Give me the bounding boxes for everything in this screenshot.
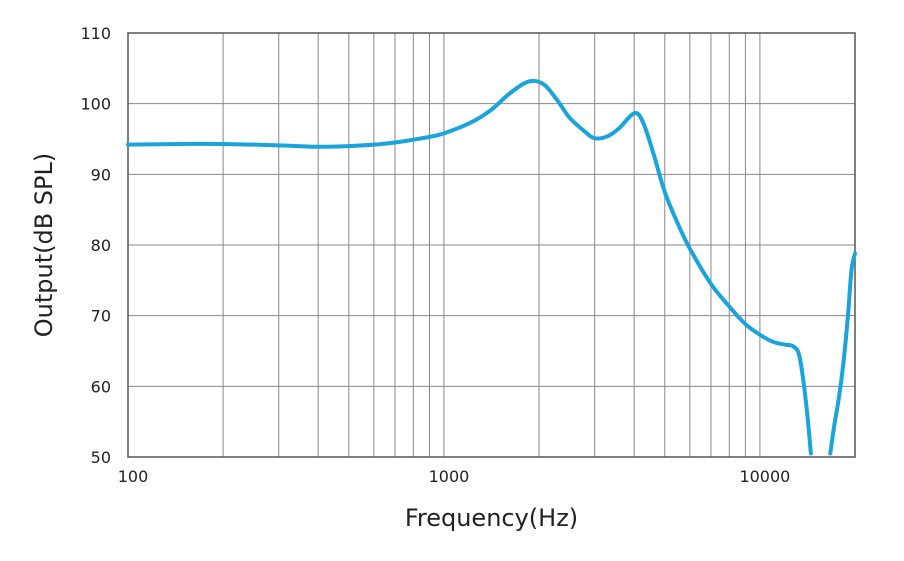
y-tick-label: 60 bbox=[91, 377, 111, 396]
y-tick-label: 110 bbox=[80, 24, 111, 43]
x-tick-label: 10000 bbox=[739, 467, 790, 486]
y-tick-label: 50 bbox=[91, 448, 111, 467]
y-axis-title: Output(dB SPL) bbox=[30, 153, 58, 338]
y-tick-labels: 110 100 90 80 70 60 50 bbox=[80, 24, 111, 467]
y-tick-label: 90 bbox=[91, 165, 111, 184]
y-tick-label: 100 bbox=[80, 95, 111, 114]
response-curve bbox=[126, 78, 857, 456]
response-curve-segment bbox=[828, 251, 857, 456]
y-tick-label: 70 bbox=[91, 307, 111, 326]
x-tick-labels: 100 1000 10000 bbox=[118, 467, 791, 486]
x-tick-label: 100 bbox=[118, 467, 149, 486]
x-axis-title: Frequency(Hz) bbox=[405, 504, 578, 532]
response-curve-segment bbox=[126, 78, 813, 456]
plot-frame bbox=[127, 32, 856, 458]
grid bbox=[128, 33, 855, 457]
x-tick-label: 1000 bbox=[429, 467, 470, 486]
y-tick-label: 80 bbox=[91, 236, 111, 255]
